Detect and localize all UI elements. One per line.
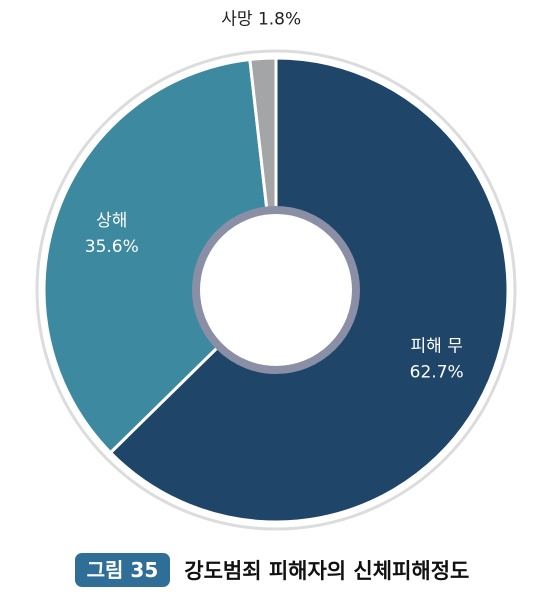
figure-title: 강도범죄 피해자의 신체피해정도 bbox=[184, 559, 470, 583]
outer-ring bbox=[35, 49, 517, 531]
slice-label-2: 사망 1.8% bbox=[221, 9, 301, 29]
figure-number-badge: 그림 35 bbox=[74, 553, 171, 587]
slice-label-0: 피해 무 bbox=[411, 336, 463, 356]
slice-label-1: 상해 bbox=[96, 211, 127, 231]
slice-value-1: 35.6% bbox=[85, 237, 139, 257]
figure-caption: 그림 35 강도범죄 피해자의 신체피해정도 bbox=[0, 550, 544, 590]
slice-value-0: 62.7% bbox=[410, 362, 464, 382]
donut-chart: 피해 무 62.7% 상해 35.6% 사망 1.8% bbox=[35, 9, 517, 531]
donut-hole bbox=[202, 216, 350, 364]
